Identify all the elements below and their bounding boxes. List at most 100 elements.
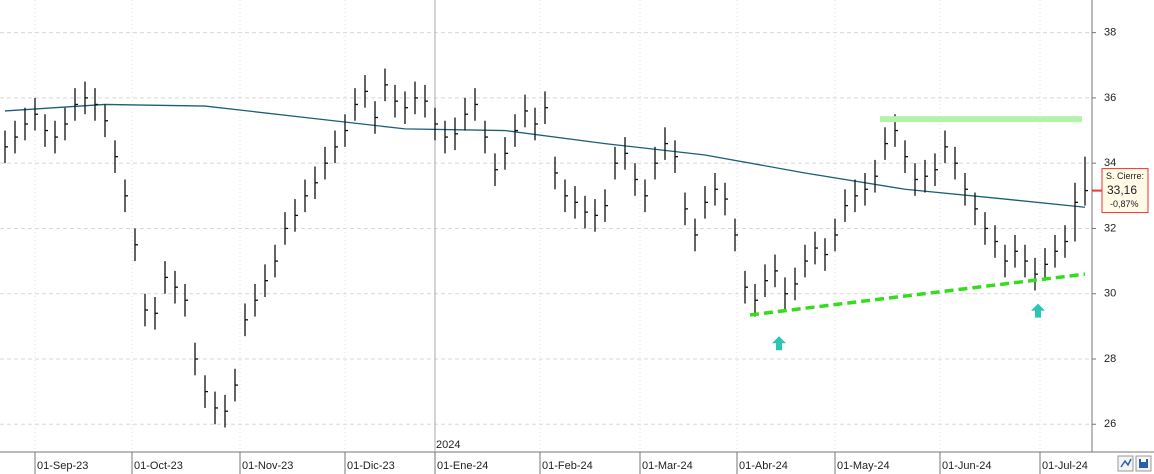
x-tick-label: 01-Abr-24 xyxy=(739,460,788,472)
ohlc-bar xyxy=(344,114,348,147)
ohlc-bar xyxy=(844,189,848,222)
ohlc-bar xyxy=(214,391,218,425)
x-tick-label: 01-Sep-23 xyxy=(37,460,88,472)
x-tick-label: 01-Jul-24 xyxy=(1042,460,1088,472)
ohlc-bar xyxy=(444,120,448,154)
ohlc-bar xyxy=(754,283,758,317)
ohlc-bar xyxy=(174,270,178,304)
ohlc-bar xyxy=(364,75,368,108)
ohlc-bar xyxy=(924,159,928,193)
ohlc-bar xyxy=(34,97,38,131)
ohlc-bar xyxy=(714,172,718,206)
ohlc-bar xyxy=(804,244,808,278)
ohlc-bar xyxy=(1064,225,1068,258)
ohlc-bar xyxy=(404,91,408,125)
ohlc-bar xyxy=(904,140,908,173)
ohlc-bar xyxy=(704,186,708,219)
ohlc-bar xyxy=(304,179,308,213)
ohlc-bar xyxy=(14,120,18,154)
ohlc-bar xyxy=(584,195,588,229)
ohlc-bar xyxy=(44,114,48,147)
ohlc-bar xyxy=(644,179,648,213)
ohlc-bar xyxy=(104,104,108,138)
x-tick-label: 01-Nov-23 xyxy=(242,460,293,472)
ohlc-bar xyxy=(974,192,978,226)
ohlc-bar xyxy=(914,163,918,196)
ohlc-bar xyxy=(824,238,828,271)
price-title: S. Cierre: xyxy=(1106,171,1144,181)
ohlc-bar xyxy=(694,218,698,252)
ohlc-bar xyxy=(504,137,508,170)
ohlc-bar xyxy=(54,120,58,154)
ohlc-bar xyxy=(1074,182,1078,242)
ohlc-bar xyxy=(1034,257,1038,291)
x-tick-label: 01-Mar-24 xyxy=(642,460,693,472)
ohlc-bar xyxy=(744,270,748,304)
ohlc-bar xyxy=(194,342,198,376)
y-tick-label: 32 xyxy=(1104,222,1116,234)
ohlc-bar xyxy=(884,127,888,160)
ohlc-bar xyxy=(1084,156,1088,206)
ohlc-bar xyxy=(624,137,628,170)
arrow-marker xyxy=(772,336,786,351)
ohlc-bar xyxy=(564,179,568,213)
ohlc-bar xyxy=(544,91,548,125)
price-value: 33,16 xyxy=(1107,183,1137,197)
x-tick-label: 01-Ene-24 xyxy=(437,460,488,472)
ohlc-bar xyxy=(64,107,68,141)
ohlc-bar xyxy=(784,277,788,311)
ohlc-bar xyxy=(134,228,138,262)
ohlc-bar xyxy=(464,97,468,131)
ohlc-bar xyxy=(524,94,528,128)
ohlc-bar xyxy=(474,88,478,121)
ohlc-bar xyxy=(864,172,868,206)
ohlc-bar xyxy=(94,88,98,121)
ohlc-bar xyxy=(234,368,238,402)
ohlc-bar xyxy=(594,199,598,232)
price-change: -0,87% xyxy=(1110,199,1139,209)
ohlc-bar xyxy=(154,296,158,330)
x-tick-label: 01-Jun-24 xyxy=(942,460,992,472)
ohlc-bar xyxy=(984,212,988,245)
ohlc-bar xyxy=(274,244,278,278)
y-tick-label: 34 xyxy=(1104,157,1116,169)
ohlc-bar xyxy=(604,189,608,222)
ohlc-bar xyxy=(614,146,618,180)
year-label: 2024 xyxy=(436,439,460,451)
ohlc-bar xyxy=(254,283,258,317)
toolbar-icons xyxy=(1117,455,1152,472)
arrow-marker xyxy=(1031,303,1045,318)
ohlc-bar xyxy=(514,114,518,147)
ohlc-bar xyxy=(774,254,778,288)
ohlc-bar xyxy=(374,101,378,134)
ohlc-bar xyxy=(874,159,878,193)
ohlc-bar xyxy=(834,218,838,252)
ohlc-bar xyxy=(354,88,358,121)
ohlc-bar xyxy=(184,283,188,317)
ohlc-bar xyxy=(424,84,428,118)
ohlc-bar xyxy=(494,153,498,187)
y-tick-label: 36 xyxy=(1104,92,1116,104)
ohlc-bar xyxy=(964,172,968,206)
ohlc-bar xyxy=(574,186,578,219)
ohlc-bar xyxy=(854,179,858,213)
x-tick-label: 01-May-24 xyxy=(837,460,890,472)
ohlc-bar xyxy=(334,130,338,164)
icon-button[interactable] xyxy=(1117,455,1134,472)
ohlc-bar xyxy=(1004,244,1008,278)
icon-chart xyxy=(1120,458,1132,468)
y-tick-label: 26 xyxy=(1104,418,1116,430)
ohlc-bar xyxy=(534,107,538,141)
ohlc-bar xyxy=(954,146,958,180)
ohlc-bar xyxy=(1014,234,1018,268)
ohlc-bar xyxy=(724,182,728,216)
ohlc-bar xyxy=(314,166,318,200)
ohlc-bar xyxy=(634,163,638,196)
ohlc-bar xyxy=(84,81,88,115)
ohlc-bar xyxy=(674,140,678,173)
ohlc-bar xyxy=(144,293,148,327)
ohlc-bar xyxy=(74,88,78,121)
ohlc-bar xyxy=(554,156,558,190)
